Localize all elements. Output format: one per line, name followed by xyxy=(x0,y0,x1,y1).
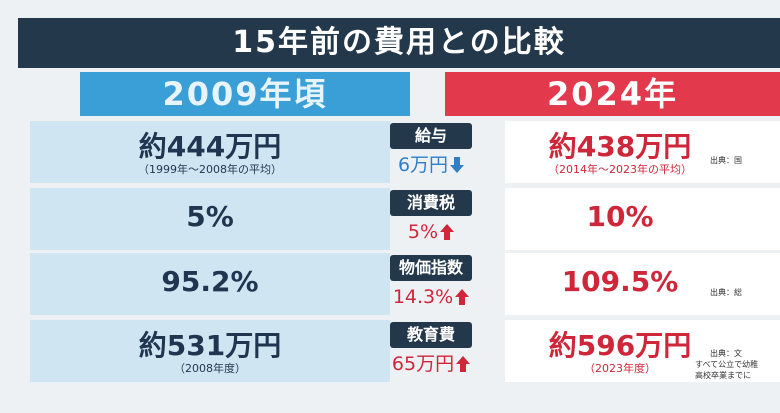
left-value: 約531万円 xyxy=(138,329,282,362)
change: 65万円 xyxy=(370,350,492,378)
left-value: 5% xyxy=(186,200,234,233)
right-note: （2014年～2023年の平均） xyxy=(548,163,692,176)
cell-bg xyxy=(30,188,390,250)
table-row: 約531万円 （2008年度） 約596万円 （2023年度） 教育費 65万円 出典：文す… xyxy=(30,320,780,382)
change: 5% xyxy=(370,218,492,246)
right-note: （2023年度） xyxy=(584,362,656,375)
change-value: 5% xyxy=(407,221,439,243)
right-value: 約596万円 xyxy=(548,329,692,362)
left-value: 約444万円 xyxy=(138,130,282,163)
column-header: 2024年 xyxy=(445,72,780,116)
arrow-icon xyxy=(456,356,471,372)
change-value: 14.3% xyxy=(392,286,454,308)
title: 15年前の費用との比較 xyxy=(18,18,780,68)
change-value: 6万円 xyxy=(397,154,449,176)
source-note: 高校卒業までに xyxy=(695,371,751,380)
change-value: 65万円 xyxy=(391,353,455,375)
source-note: すべて公立で幼稚 xyxy=(695,360,759,369)
cell-bg xyxy=(505,188,780,250)
change: 14.3% xyxy=(370,283,492,311)
table-row: 95.2% 109.5% 物価指数 14.3% 出典：総 xyxy=(30,253,780,315)
arrow-icon xyxy=(455,289,470,305)
row-label: 消費税 xyxy=(390,190,472,216)
right-value: 10% xyxy=(586,200,654,233)
left-value: 95.2% xyxy=(161,265,259,298)
source-note: 出典：国 xyxy=(710,156,742,165)
arrow xyxy=(440,224,455,240)
arrow xyxy=(450,157,465,173)
table-row: 5% 10% 消費税 5% xyxy=(30,188,780,250)
change: 6万円 xyxy=(370,151,492,179)
arrow-icon xyxy=(440,224,455,240)
row-label: 給与 xyxy=(390,123,472,149)
arrow xyxy=(455,289,470,305)
table-row: 約444万円 （1999年～2008年の平均） 約438万円 （2014年～2023年… xyxy=(30,121,780,183)
source-note: 出典：総 xyxy=(710,288,742,297)
cell-bg xyxy=(505,253,780,315)
row-label: 物価指数 xyxy=(390,255,472,281)
arrow xyxy=(456,356,471,372)
column-header: 2009年頃 xyxy=(80,72,410,116)
right-value: 109.5% xyxy=(561,265,679,298)
cell-bg xyxy=(30,320,390,382)
right-value: 約438万円 xyxy=(548,130,692,163)
row-label: 教育費 xyxy=(390,322,472,348)
left-note: （1999年～2008年の平均） xyxy=(138,163,282,176)
cell-bg xyxy=(505,320,780,382)
source-note: 出典：文 xyxy=(710,349,742,358)
cell-bg xyxy=(30,253,390,315)
left-note: （2008年度） xyxy=(174,362,246,375)
cell-bg xyxy=(505,121,780,183)
cell-bg xyxy=(30,121,390,183)
arrow-icon xyxy=(450,157,465,173)
